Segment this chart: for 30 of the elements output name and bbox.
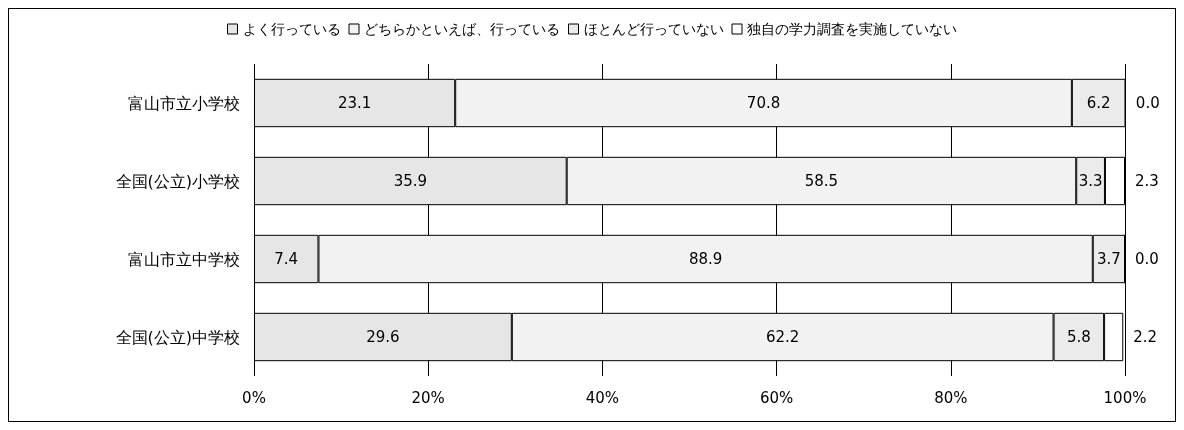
x-tick-label: 20% (411, 388, 445, 407)
data-label: 62.2 (765, 328, 800, 346)
x-tick-label: 40% (585, 388, 620, 407)
data-label: 35.9 (393, 172, 428, 190)
data-label: 7.4 (274, 250, 299, 268)
data-label: 23.1 (337, 94, 372, 112)
data-label: 58.5 (804, 172, 839, 190)
y-tick-label: 全国(公立)小学校 (115, 171, 240, 191)
data-label: 0.0 (1135, 250, 1159, 268)
data-label: 2.3 (1135, 172, 1159, 190)
x-tick-label: 0% (242, 388, 266, 407)
x-tick-label: 100% (1103, 388, 1147, 407)
legend-label: 独自の学力調査を実施していない (747, 21, 957, 37)
y-tick-label: 富山市立中学校 (128, 249, 240, 269)
data-label: 29.6 (366, 328, 400, 346)
y-tick-label: 富山市立小学校 (128, 93, 240, 113)
data-label: 0.0 (1135, 94, 1160, 112)
legend-label: どちらかといえば、行っている (364, 21, 560, 37)
data-label: 5.8 (1066, 328, 1091, 346)
data-label: 3.3 (1078, 172, 1103, 190)
data-label: 2.2 (1133, 328, 1158, 346)
x-tick-label: 60% (759, 388, 794, 407)
legend-label: よく行っている (242, 21, 341, 37)
data-label: 70.8 (746, 94, 781, 112)
data-label: 3.7 (1096, 250, 1121, 268)
legend-label: ほとんど行っていない (583, 21, 724, 37)
y-tick-label: 全国(公立)中学校 (115, 327, 240, 347)
data-label: 88.9 (688, 250, 723, 268)
x-tick-label: 80% (934, 388, 968, 407)
data-label: 6.2 (1086, 94, 1111, 112)
